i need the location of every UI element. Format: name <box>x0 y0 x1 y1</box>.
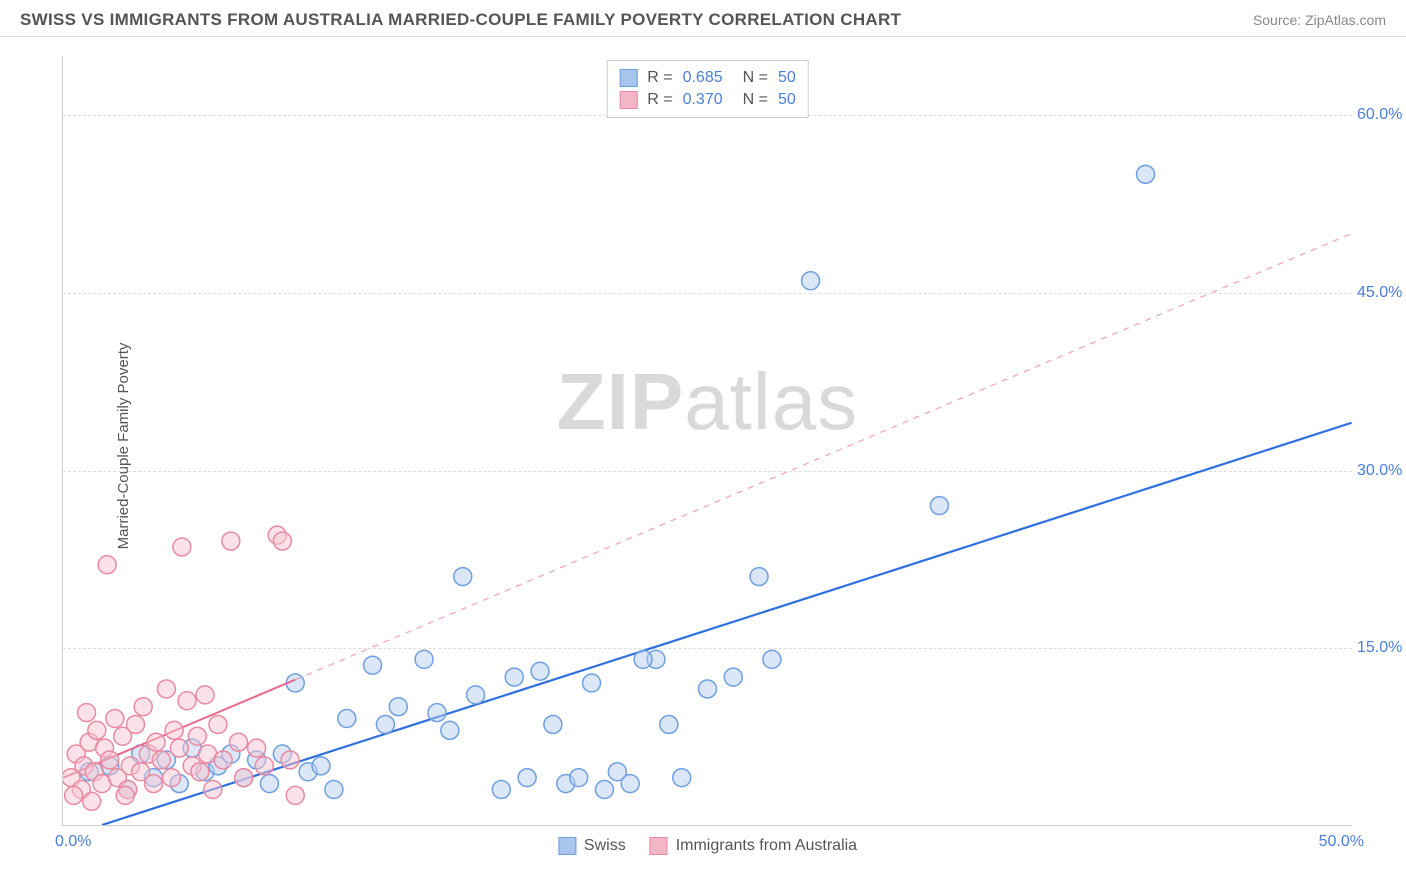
legend-item-immigrants: Immigrants from Australia <box>650 837 857 855</box>
legend-n-label: N = <box>743 91 768 109</box>
legend-r-value-immigrants: 0.370 <box>683 91 723 109</box>
chart-title: SWISS VS IMMIGRANTS FROM AUSTRALIA MARRI… <box>20 10 901 30</box>
legend-r-value-swiss: 0.685 <box>683 69 723 87</box>
y-tick-label: 45.0% <box>1357 284 1406 302</box>
legend-r-label: R = <box>647 69 672 87</box>
y-tick-label: 60.0% <box>1357 106 1406 124</box>
series-legend: Swiss Immigrants from Australia <box>558 837 857 855</box>
legend-swatch-blue <box>619 69 637 87</box>
legend-swatch-pink <box>650 837 668 855</box>
chart-plot-area: ZIPatlas R = 0.685 N = 50 R = 0.370 N = … <box>62 56 1352 826</box>
legend-swatch-pink <box>619 91 637 109</box>
legend-n-value-swiss: 50 <box>778 69 796 87</box>
legend-n-value-immigrants: 50 <box>778 91 796 109</box>
legend-n-label: N = <box>743 69 768 87</box>
x-tick-label: 50.0% <box>1319 833 1364 851</box>
y-tick-label: 30.0% <box>1357 462 1406 480</box>
legend-label-immigrants: Immigrants from Australia <box>676 837 857 855</box>
correlation-legend: R = 0.685 N = 50 R = 0.370 N = 50 <box>606 60 809 118</box>
x-tick-label: 0.0% <box>55 833 91 851</box>
legend-label-swiss: Swiss <box>584 837 626 855</box>
y-tick-label: 15.0% <box>1357 639 1406 657</box>
legend-swatch-blue <box>558 837 576 855</box>
chart-header: SWISS VS IMMIGRANTS FROM AUSTRALIA MARRI… <box>0 0 1406 37</box>
legend-item-swiss: Swiss <box>558 837 626 855</box>
legend-row-immigrants: R = 0.370 N = 50 <box>619 89 796 111</box>
legend-row-swiss: R = 0.685 N = 50 <box>619 67 796 89</box>
scatter-svg <box>63 56 1352 825</box>
legend-r-label: R = <box>647 91 672 109</box>
chart-source: Source: ZipAtlas.com <box>1253 12 1386 28</box>
